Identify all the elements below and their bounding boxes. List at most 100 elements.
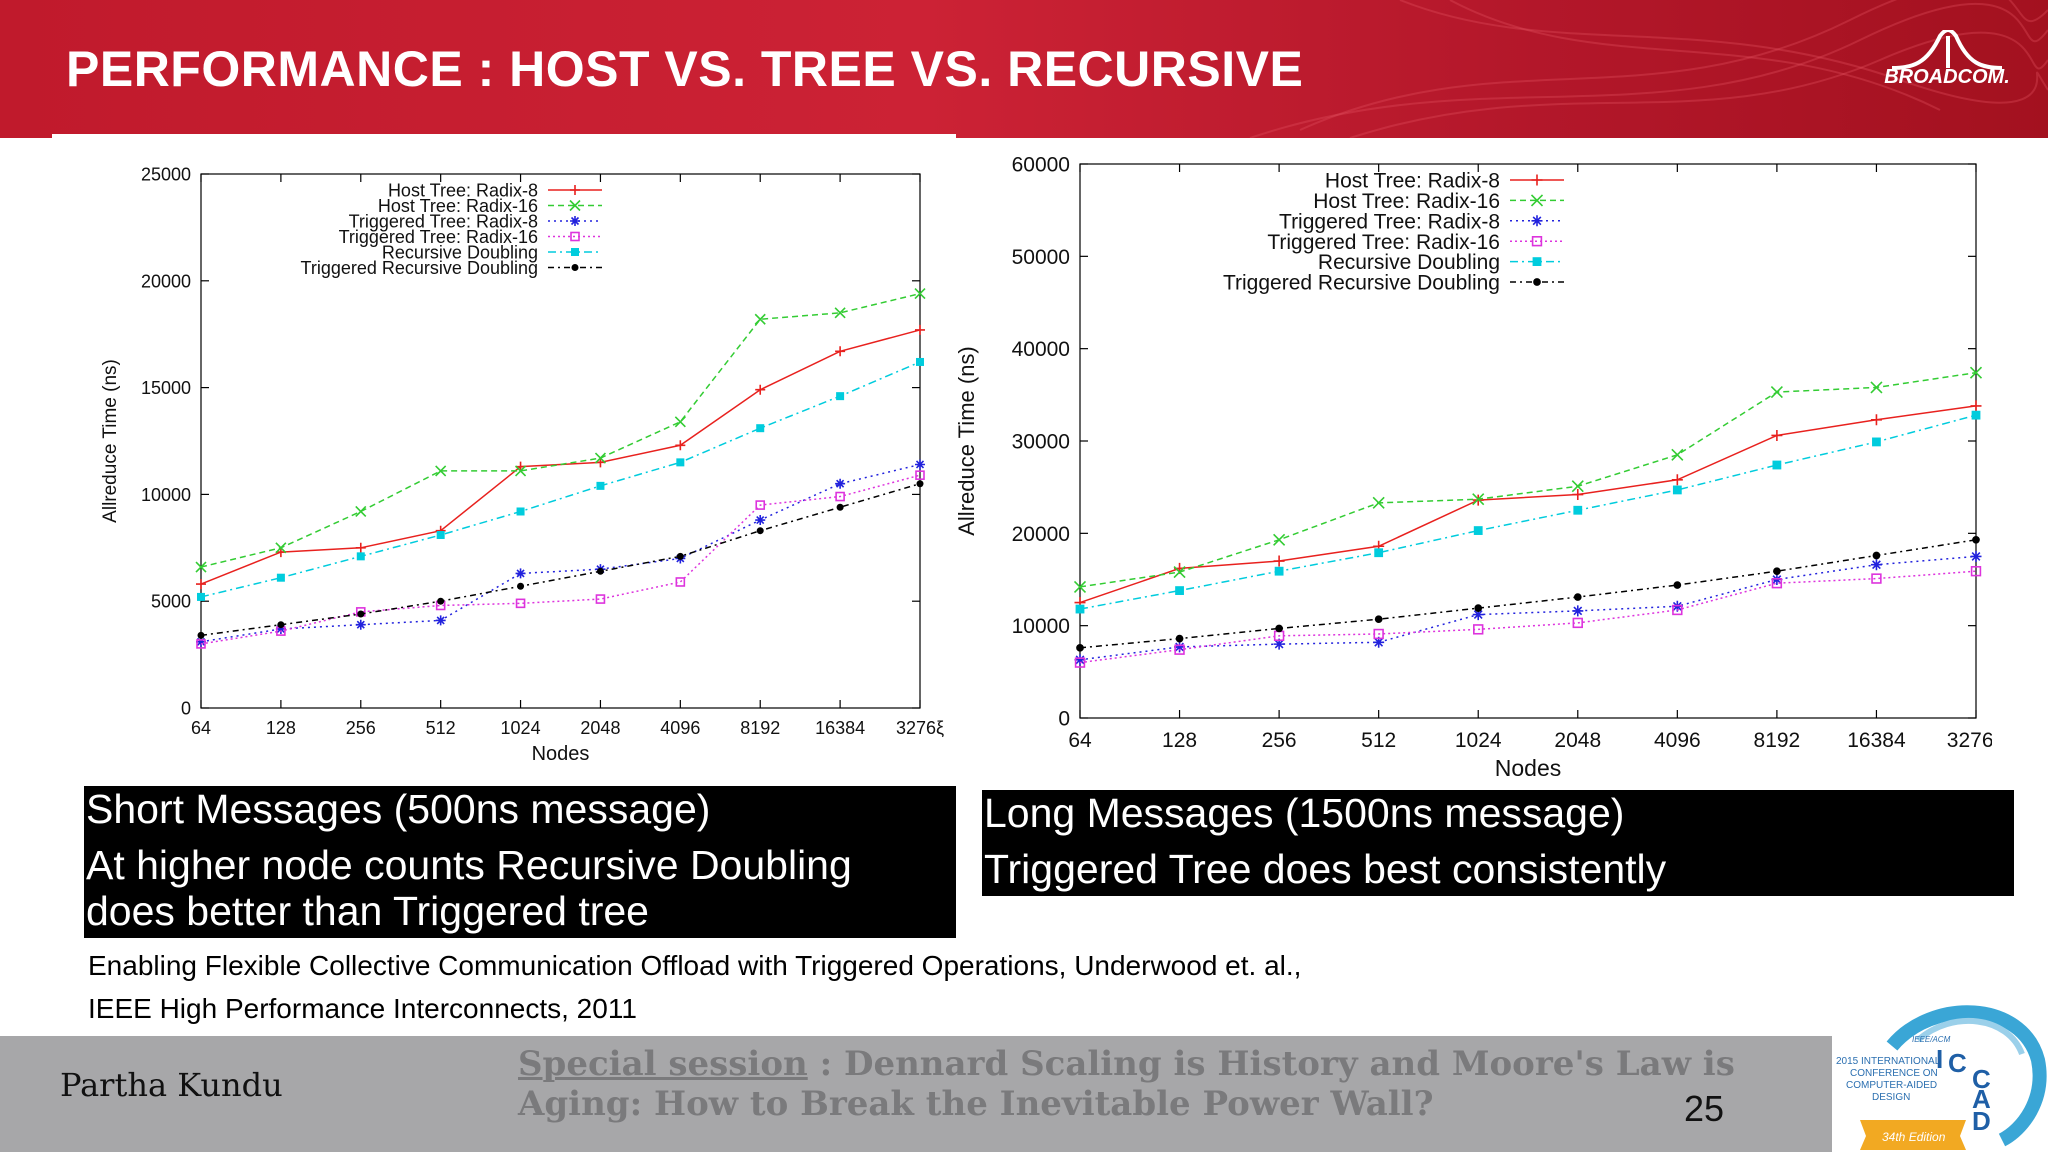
right-series-5-point-9: [1972, 535, 1980, 544]
right-series-2-point-1: [1174, 641, 1186, 653]
right-ytick-label-3: 30000: [1012, 431, 1070, 454]
caption-left-line-1: Short Messages (500ns message): [86, 786, 711, 832]
page-number: 25: [1684, 1088, 1725, 1129]
right-series-5-point-1: [1175, 634, 1184, 643]
caption-right-line-1: Long Messages (1500ns message): [984, 790, 1625, 836]
slide-title: PERFORMANCE : HOST VS. TREE VS. RECURSIV…: [66, 41, 1304, 97]
left-series-1-point-9: [914, 288, 926, 300]
left-xtick-label-9: 3276ξ: [896, 718, 944, 738]
right-series-1-point-9: [1969, 366, 1983, 379]
right-legend-marker-1: [1530, 194, 1544, 207]
left-xtick-label-2: 256: [346, 718, 376, 738]
left-series-0-point-9: [915, 324, 925, 335]
left-ytick-label-5: 25000: [141, 164, 191, 184]
left-series-1-point-6: [674, 416, 686, 428]
right-series-2-point-3: [1373, 636, 1385, 648]
reference-line-1: Enabling Flexible Collective Communicati…: [88, 950, 1302, 981]
left-series-5-point-0: [197, 631, 205, 639]
right-series-3-point-7: [1771, 577, 1783, 589]
left-series-4-point-5: [596, 481, 605, 490]
iccad-line-2: 2015 INTERNATIONAL: [1836, 1056, 1941, 1067]
left-series-1: [195, 288, 926, 573]
left-legend-label-3: Triggered Tree: Radix-16: [339, 227, 538, 247]
author-name: Partha Kundu: [60, 1066, 283, 1104]
right-x-axis-label: Nodes: [1495, 755, 1561, 781]
left-series-5-point-4: [517, 582, 525, 590]
right-series-4-point-4: [1473, 526, 1483, 535]
right-series-3: [1074, 565, 1982, 668]
right-series-2-point-9: [1970, 550, 1982, 562]
left-legend-label-2: Triggered Tree: Radix-8: [349, 211, 538, 231]
left-series-0-point-8: [835, 346, 846, 357]
right-series-line-2: [1079, 555, 1977, 661]
right-series-3-point-0: [1074, 657, 1086, 668]
long-messages-caption: Long Messages (1500ns message) Triggered…: [982, 790, 2014, 896]
left-series-3-point-7: [755, 500, 766, 510]
left-legend-marker-3: [570, 231, 580, 242]
left-series-3-point-5: [595, 594, 606, 604]
right-xtick-label-9: 32768: [1947, 729, 1992, 752]
left-series-5-point-6: [676, 552, 684, 560]
right-series-line-0: [1079, 405, 1977, 604]
session-title: Special session : Dennard Scaling is His…: [518, 1044, 1735, 1124]
right-series-0-point-2: [1273, 555, 1285, 567]
left-series-4-point-8: [836, 392, 845, 401]
right-series-1-point-3: [1372, 496, 1385, 509]
right-series-0-point-6: [1671, 474, 1683, 486]
right-series-1-point-0: [1073, 580, 1087, 593]
right-series-line-1: [1079, 371, 1977, 588]
iccad-letter-a: A: [1972, 1084, 1991, 1114]
right-series-1-point-8: [1870, 381, 1883, 394]
right-legend-label-2: Triggered Tree: Radix-8: [1279, 210, 1500, 233]
left-ytick-label-0: 0: [181, 698, 191, 718]
left-series-line-0: [200, 329, 921, 585]
session-label: Special session: [518, 1044, 808, 1084]
right-series-0-point-8: [1870, 414, 1882, 426]
left-series-4-point-2: [356, 552, 365, 561]
slide-header: PERFORMANCE : HOST VS. TREE VS. RECURSIV…: [0, 0, 2048, 138]
broadcom-logo-text: BROADCOM.: [1884, 66, 2010, 88]
right-series-3-point-8: [1871, 573, 1882, 584]
right-xtick-label-6: 4096: [1654, 729, 1701, 752]
left-series-2-point-2: [355, 619, 366, 630]
long-messages-chart: 0 10000 20000 30000 40000 50000 60000 64 128 256 5…: [954, 154, 1992, 781]
iccad-line-5: DESIGN: [1872, 1092, 1910, 1103]
left-ytick-label-1: 5000: [151, 592, 191, 612]
left-series-3-point-8: [835, 491, 845, 502]
right-series-1-point-1: [1173, 566, 1186, 579]
session-title-line-1: : Dennard Scaling is History and Moore's…: [807, 1044, 1735, 1084]
right-series-5-point-8: [1872, 551, 1881, 560]
left-legend-marker-0: [570, 185, 580, 195]
right-series-5-point-3: [1374, 615, 1383, 624]
left-series-4-point-1: [276, 573, 285, 582]
left-series-4: [197, 357, 924, 601]
left-series-5-point-5: [596, 567, 604, 575]
right-series-4-point-8: [1872, 437, 1881, 447]
right-legend-label-3: Triggered Tree: Radix-16: [1267, 231, 1500, 254]
right-series-0-point-5: [1572, 489, 1584, 501]
right-legend-marker-0: [1531, 174, 1543, 186]
right-series-1-point-2: [1273, 533, 1286, 546]
left-series-1-point-7: [754, 313, 766, 325]
right-series-3-point-4: [1473, 624, 1484, 635]
left-legend-marker-5: [571, 264, 579, 271]
left-series-2-point-9: [915, 459, 925, 470]
left-ytick-label-3: 15000: [141, 378, 191, 398]
left-series-2-point-7: [755, 515, 766, 526]
left-series-0-point-2: [355, 542, 366, 553]
left-series-4-point-9: [916, 357, 924, 366]
left-series-line-3: [200, 474, 921, 645]
left-plot-frame: [200, 173, 921, 709]
left-legend-label-0: Host Tree: Radix-8: [388, 180, 538, 200]
left-series-0-point-7: [755, 384, 766, 395]
caption-left-line-3: does better than Triggered tree: [86, 888, 649, 934]
right-series-5-point-6: [1673, 581, 1682, 589]
left-series-3-point-4: [515, 598, 526, 609]
left-series-4-point-0: [197, 592, 205, 601]
right-xtick-label-5: 2048: [1554, 729, 1601, 752]
right-series-2-point-4: [1472, 609, 1484, 621]
caption-left-line-2: At higher node counts Recursive Doubling: [86, 842, 852, 888]
right-xtick-label-7: 8192: [1754, 729, 1801, 752]
iccad-swoosh-icon: [1886, 1005, 2047, 1147]
right-xtick-label-0: 64: [1068, 729, 1092, 752]
